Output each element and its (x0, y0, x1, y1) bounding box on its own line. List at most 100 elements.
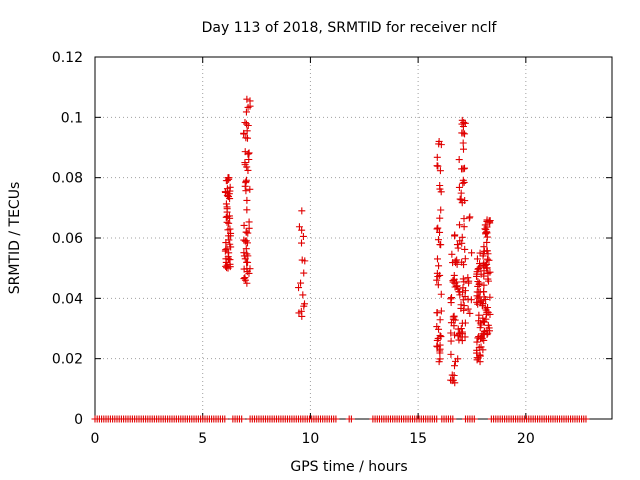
data-point (458, 258, 466, 266)
data-point (436, 228, 444, 236)
data-point (242, 187, 250, 195)
data-point (476, 358, 484, 366)
data-point (479, 252, 487, 260)
data-point (480, 293, 488, 301)
data-point (451, 316, 459, 324)
data-point (450, 322, 458, 330)
data-point (484, 270, 492, 278)
data-point (479, 346, 487, 354)
data-point (460, 178, 468, 186)
data-point (242, 179, 250, 187)
data-point (243, 95, 251, 103)
data-point (223, 218, 231, 226)
data-point (434, 236, 442, 244)
axis-ticks: 0 0.02 0.04 0.06 0.08 0.1 0.12 0 5 10 15 20 (52, 50, 612, 447)
grid-lines (95, 57, 612, 419)
data-point (245, 149, 253, 157)
data-point (466, 213, 474, 221)
data-point (460, 306, 468, 314)
data-point (461, 130, 469, 138)
data-point (224, 264, 232, 272)
data-point (226, 225, 234, 233)
data-point (455, 156, 463, 164)
data-point (226, 214, 234, 222)
data-point (454, 285, 462, 293)
x-axis-label: GPS time / hours (290, 459, 407, 475)
data-point (222, 239, 230, 247)
data-point (450, 312, 458, 320)
data-point (241, 159, 249, 167)
data-point (460, 223, 468, 231)
data-point (224, 174, 232, 182)
data-point (299, 291, 307, 299)
data-point (448, 250, 456, 258)
data-point (447, 350, 455, 358)
data-point (453, 282, 461, 290)
data-point (457, 196, 465, 204)
data-point (241, 118, 249, 126)
data-point (225, 219, 233, 227)
data-point (301, 257, 309, 265)
data-point (460, 215, 468, 223)
data-point (437, 307, 445, 315)
data-point (295, 284, 303, 292)
data-point (433, 323, 441, 331)
data-point (298, 312, 306, 320)
data-point (242, 245, 250, 253)
data-point (475, 279, 483, 287)
data-point (451, 362, 459, 370)
y-tick-label: 0.1 (61, 110, 83, 126)
data-point (457, 189, 465, 197)
data-point (221, 415, 229, 423)
data-point (222, 200, 230, 208)
data-point (473, 346, 481, 354)
data-point (484, 250, 492, 258)
data-point (436, 241, 444, 249)
data-point (464, 274, 472, 282)
data-point (436, 214, 444, 222)
data-point (459, 179, 467, 187)
data-point (433, 309, 441, 317)
data-point (459, 145, 467, 153)
chart-title: Day 113 of 2018, SRMTID for receiver ncl… (202, 20, 498, 36)
data-point (484, 303, 492, 311)
data-point (449, 278, 457, 286)
data-point (451, 331, 459, 339)
data-point (456, 221, 464, 229)
data-point (474, 300, 482, 308)
data-point (461, 255, 469, 263)
data-point (243, 134, 251, 142)
x-tick-label: 15 (409, 431, 427, 447)
data-point (458, 116, 466, 124)
data-point (243, 279, 251, 287)
data-point (299, 232, 307, 240)
data-point (476, 249, 484, 257)
data-point (238, 415, 246, 423)
data-point (436, 167, 444, 175)
data-point (582, 415, 590, 423)
data-point (486, 217, 494, 225)
data-point (245, 269, 253, 277)
data-point (242, 108, 250, 116)
data-point (226, 195, 234, 203)
data-point (245, 156, 253, 164)
data-point (483, 238, 491, 246)
data-point (243, 127, 251, 135)
data-point (298, 239, 306, 247)
data-point (436, 185, 444, 193)
x-tick-label: 20 (517, 431, 535, 447)
data-point (470, 415, 478, 423)
y-tick-label: 0.12 (52, 50, 83, 66)
data-point (475, 317, 483, 325)
data-point (433, 162, 441, 170)
data-point (437, 290, 445, 298)
data-point (222, 246, 230, 254)
data-points (221, 95, 494, 387)
data-point (240, 221, 248, 229)
y-tick-label: 0.06 (52, 231, 83, 247)
data-point (456, 329, 464, 337)
data-point (244, 258, 252, 266)
data-point (461, 245, 469, 253)
data-point (244, 252, 252, 260)
data-point (298, 226, 306, 234)
